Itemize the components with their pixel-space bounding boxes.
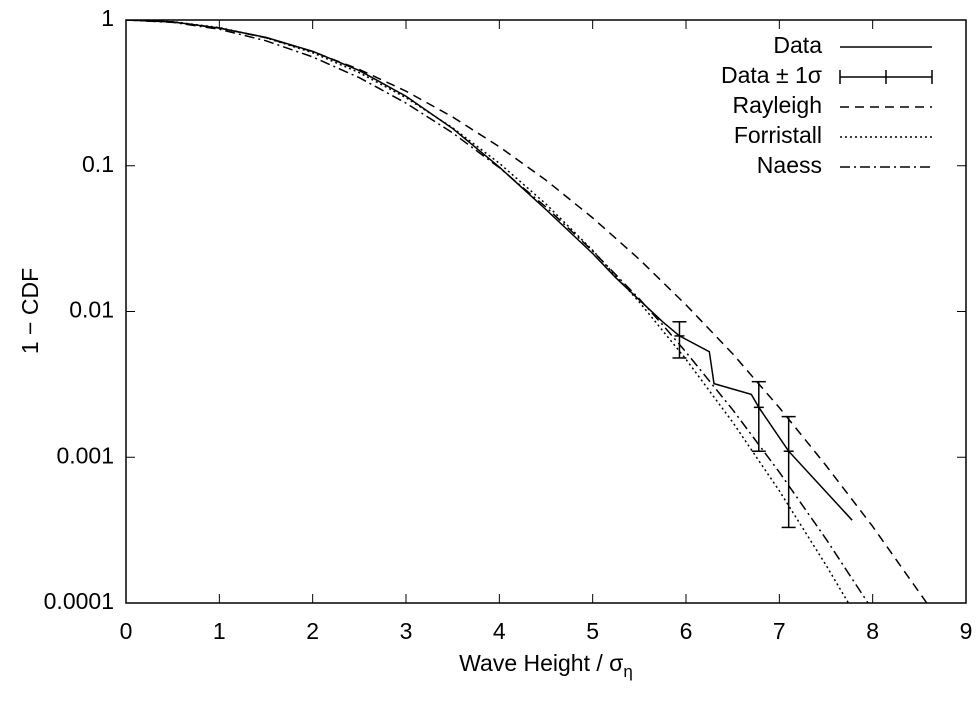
error-bar — [672, 321, 687, 359]
x-tick-label: 6 — [680, 618, 693, 644]
x-tick-label: 1 — [213, 618, 226, 644]
legend-label: Data ± 1σ — [721, 62, 822, 88]
x-tick-label: 4 — [493, 618, 506, 644]
error-bar — [751, 380, 766, 452]
x-tick-label: 9 — [960, 618, 973, 644]
x-tick-label: 2 — [306, 618, 319, 644]
y-tick-label: 1 — [101, 5, 114, 31]
y-tick-label: 0.001 — [56, 442, 114, 468]
legend-label: Forristall — [734, 122, 822, 148]
legend-label: Data — [773, 32, 822, 58]
x-tick-label: 5 — [586, 618, 599, 644]
y-axis-label: 1 − CDF — [17, 268, 43, 354]
legend-label: Rayleigh — [733, 92, 823, 118]
x-tick-label: 7 — [773, 618, 786, 644]
y-tick-label: 0.1 — [82, 151, 114, 177]
series-line — [126, 20, 850, 603]
legend-label: Naess — [757, 152, 822, 178]
x-tick-label: 3 — [400, 618, 413, 644]
x-tick-label: 8 — [866, 618, 879, 644]
x-tick-label: 0 — [120, 618, 133, 644]
y-tick-label: 0.0001 — [44, 588, 114, 614]
y-tick-label: 0.01 — [69, 297, 114, 323]
x-axis-label: Wave Height / ση — [459, 650, 633, 681]
series-line — [126, 20, 928, 603]
error-bar — [781, 415, 796, 529]
